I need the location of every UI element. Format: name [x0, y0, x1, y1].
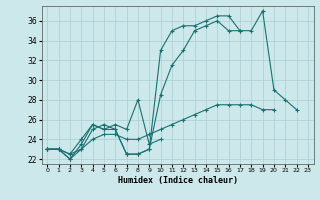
X-axis label: Humidex (Indice chaleur): Humidex (Indice chaleur) — [118, 176, 237, 185]
